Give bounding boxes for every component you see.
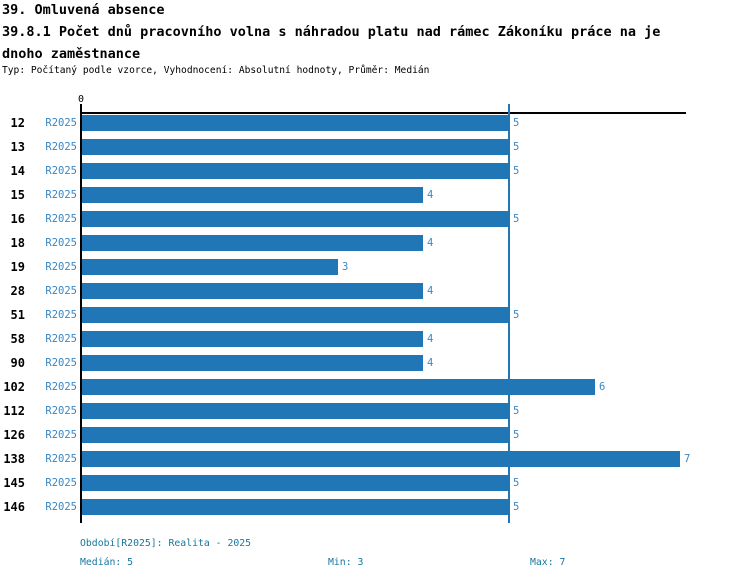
value-bar [82,139,509,155]
footer-max-stat: Max: 7 [530,557,566,568]
row-category-label: 102 [3,380,25,394]
chart-subtitle-line2: dnoho zaměstnance [2,46,141,62]
row-category-label: 16 [10,212,25,226]
value-bar [82,451,680,467]
bar-value-label: 6 [599,381,606,393]
bar-value-label: 7 [684,453,691,465]
row-period-label: R2025 [45,477,77,489]
row-period-label: R2025 [45,165,77,177]
value-bar [82,331,423,347]
axis-top-line [80,112,686,114]
value-bar [82,499,509,515]
value-bar [82,307,509,323]
row-period-label: R2025 [45,501,77,513]
page-title: 39. Omluvená absence [2,2,165,18]
bar-value-label: 5 [513,477,520,489]
row-period-label: R2025 [45,453,77,465]
row-category-label: 145 [3,476,25,490]
bar-value-label: 5 [513,165,520,177]
value-bar [82,163,509,179]
bar-value-label: 5 [513,429,520,441]
row-category-label: 12 [10,116,25,130]
row-period-label: R2025 [45,237,77,249]
row-category-label: 19 [10,260,25,274]
row-period-label: R2025 [45,117,77,129]
row-period-label: R2025 [45,141,77,153]
value-bar [82,235,423,251]
value-bar [82,475,509,491]
value-bar [82,355,423,371]
row-period-label: R2025 [45,261,77,273]
row-category-label: 14 [10,164,25,178]
row-category-label: 146 [3,500,25,514]
row-category-label: 18 [10,236,25,250]
bar-value-label: 4 [427,333,434,345]
median-reference-line [508,104,510,523]
row-period-label: R2025 [45,213,77,225]
axis-zero-tick-mark [80,104,82,113]
row-period-label: R2025 [45,405,77,417]
bar-value-label: 4 [427,189,434,201]
footer-period-label: Období[R2025]: Realita - 2025 [80,538,252,549]
row-period-label: R2025 [45,357,77,369]
value-bar [82,379,595,395]
bar-value-label: 5 [513,309,520,321]
row-category-label: 90 [10,356,25,370]
value-bar [82,259,338,275]
row-category-label: 28 [10,284,25,298]
chart-subtitle-line1: 39.8.1 Počet dnů pracovního volna s náhr… [2,24,661,40]
bar-value-label: 4 [427,285,434,297]
row-category-label: 13 [10,140,25,154]
footer-median-stat: Medián: 5 [80,557,134,568]
row-category-label: 126 [3,428,25,442]
row-category-label: 112 [3,404,25,418]
axis-zero-tick-label: 0 [77,94,85,105]
value-bar [82,427,509,443]
value-bar [82,115,509,131]
bar-value-label: 4 [427,237,434,249]
row-period-label: R2025 [45,429,77,441]
row-period-label: R2025 [45,381,77,393]
row-period-label: R2025 [45,189,77,201]
row-category-label: 51 [10,308,25,322]
bar-value-label: 5 [513,405,520,417]
row-category-label: 138 [3,452,25,466]
bar-value-label: 5 [513,501,520,513]
axis-baseline [80,112,82,523]
bar-value-label: 4 [427,357,434,369]
value-bar [82,283,423,299]
bar-value-label: 5 [513,141,520,153]
bar-value-label: 3 [342,261,349,273]
value-bar [82,211,509,227]
bar-value-label: 5 [513,213,520,225]
footer-min-stat: Min: 3 [328,557,364,568]
row-category-label: 15 [10,188,25,202]
value-bar [82,403,509,419]
row-category-label: 58 [10,332,25,346]
chart-meta-line: Typ: Počítaný podle vzorce, Vyhodnocení:… [2,65,430,76]
row-period-label: R2025 [45,333,77,345]
row-period-label: R2025 [45,309,77,321]
bar-value-label: 5 [513,117,520,129]
value-bar [82,187,423,203]
row-period-label: R2025 [45,285,77,297]
